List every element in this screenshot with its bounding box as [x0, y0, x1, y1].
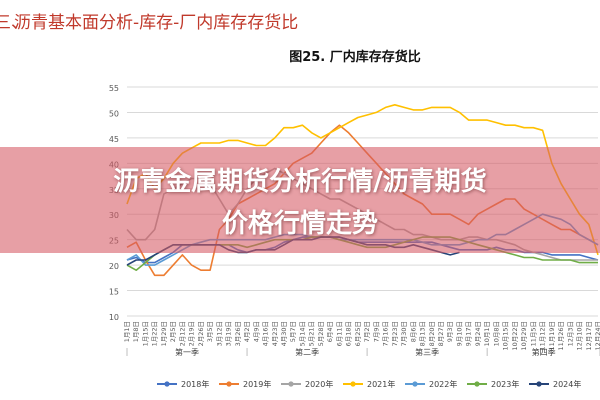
x-tick-label: 9月3日 [446, 321, 454, 342]
x-tick-label: 10月15日 [502, 321, 510, 351]
y-tick-label: 20 [109, 262, 119, 271]
x-tick-label: 5月14日 [298, 321, 306, 346]
x-tick-label: 10月29日 [520, 321, 528, 351]
x-tick-label: 12月17日 [585, 321, 593, 351]
x-tick-label: 6月18日 [345, 321, 353, 346]
y-tick-label: 10 [109, 313, 119, 322]
legend-marker [474, 381, 480, 387]
x-tick-label: 3月5日 [206, 321, 214, 342]
legend-marker [412, 381, 418, 387]
x-tick-label: 4月30日 [280, 321, 288, 346]
section-heading: 三、 沥青基本面分析-库存-厂内库存存货比 [0, 6, 600, 33]
x-tick-label: 7月30日 [400, 321, 408, 346]
x-tick-label: 9月10日 [455, 321, 463, 346]
y-tick-label: 55 [109, 84, 119, 93]
x-tick-label: 6月11日 [335, 321, 343, 346]
legend-label: 2019年 [243, 379, 271, 389]
legend-label: 2018年 [181, 379, 209, 389]
x-tick-label: 4月23日 [271, 321, 279, 346]
x-tick-label: 6月4日 [326, 321, 334, 342]
x-tick-label: 7月2日 [363, 321, 371, 342]
x-tick-label: 5月21日 [308, 321, 316, 346]
x-tick-label: 7月9日 [372, 321, 380, 342]
chart-title: 图25. 厂内库存存货比 [289, 49, 421, 65]
title-banner: 沥青金属期货分析行情/沥青期货 价格行情走势 [0, 147, 600, 253]
legend-label: 2024年 [553, 379, 581, 389]
x-tick-label: 7月16日 [382, 321, 390, 346]
x-tick-label: 10月22日 [511, 321, 519, 351]
x-tick-label: 10月8日 [492, 321, 500, 346]
legend: 2018年 2019年 2020年 2021年 2022年 2023年 2024年 [157, 379, 581, 389]
x-tick-label: 1月8日 [132, 321, 140, 342]
legend-marker [350, 381, 356, 387]
x-tick-label: 1月29日 [160, 321, 168, 346]
quarter-label: 第一季 [175, 347, 199, 357]
heading-text: 沥青基本面分析-库存-厂内库存存货比 [14, 13, 299, 33]
x-tick-label: 11月12日 [539, 321, 547, 351]
x-tick-label: 2月19日 [188, 321, 196, 346]
x-tick-label: 8月6日 [409, 321, 417, 342]
x-tick-label: 5月28日 [317, 321, 325, 346]
x-tick-label: 5月7日 [289, 321, 297, 342]
x-tick-label: 7月23日 [391, 321, 399, 346]
x-tick-label: 10月1日 [483, 321, 491, 346]
x-tick-label: 4月2日 [243, 321, 251, 342]
quarter-label: 第四季 [532, 347, 556, 357]
legend-label: 2023年 [491, 379, 519, 389]
y-tick-label: 45 [109, 135, 119, 144]
series-line-2021年 [126, 104, 599, 256]
x-tick-label: 2月12日 [178, 321, 186, 346]
y-tick-label: 15 [109, 288, 119, 297]
x-tick-label: 11月19日 [548, 321, 556, 351]
x-tick-label: 12月10日 [576, 321, 584, 351]
x-tick-label: 3月19日 [225, 321, 233, 346]
legend-label: 2021年 [367, 379, 395, 389]
banner-title-line-2: 价格行情走势 [221, 209, 378, 239]
x-tick-label: 4月16日 [262, 321, 270, 346]
quarter-groups: 第一季 第二季 第三季 第四季 [126, 347, 600, 357]
x-tick-label: 9月17日 [465, 321, 473, 346]
x-axis: 1月1日 1月8日 1月15日 1月22日 1月29日 2月5日 2月12日 2月19日 2月2… [123, 321, 600, 351]
banner-title-line-1: 沥青金属期货分析行情/沥青期货 [113, 167, 487, 197]
x-tick-label: 1月22日 [151, 321, 159, 346]
x-tick-label: 6月25日 [354, 321, 362, 346]
legend-label: 2022年 [429, 379, 457, 389]
x-tick-label: 2月26日 [197, 321, 205, 346]
x-tick-label: 1月1日 [123, 321, 131, 342]
x-tick-label: 9月24日 [474, 321, 482, 346]
x-tick-label: 1月15日 [141, 321, 149, 346]
heading-prefix: 三、 [0, 13, 28, 33]
x-tick-label: 3月26日 [234, 321, 242, 346]
quarter-label: 第三季 [415, 347, 439, 357]
y-tick-label: 50 [109, 109, 119, 118]
x-tick-label: 12月3日 [566, 321, 574, 346]
x-tick-label: 11月26日 [557, 321, 565, 351]
legend-marker [288, 381, 294, 387]
x-tick-label: 8月13日 [419, 321, 427, 346]
legend-marker [536, 381, 542, 387]
legend-marker [164, 381, 170, 387]
x-tick-label: 4月9日 [252, 321, 260, 342]
x-tick-label: 2月5日 [169, 321, 177, 342]
quarter-label: 第二季 [295, 347, 319, 357]
x-tick-label: 12月24日 [594, 321, 600, 351]
legend-marker [226, 381, 232, 387]
legend-label: 2020年 [305, 379, 333, 389]
x-tick-label: 11月5日 [529, 321, 537, 346]
x-tick-label: 3月12日 [215, 321, 223, 346]
x-tick-label: 8月27日 [437, 321, 445, 346]
x-tick-label: 8月20日 [428, 321, 436, 346]
